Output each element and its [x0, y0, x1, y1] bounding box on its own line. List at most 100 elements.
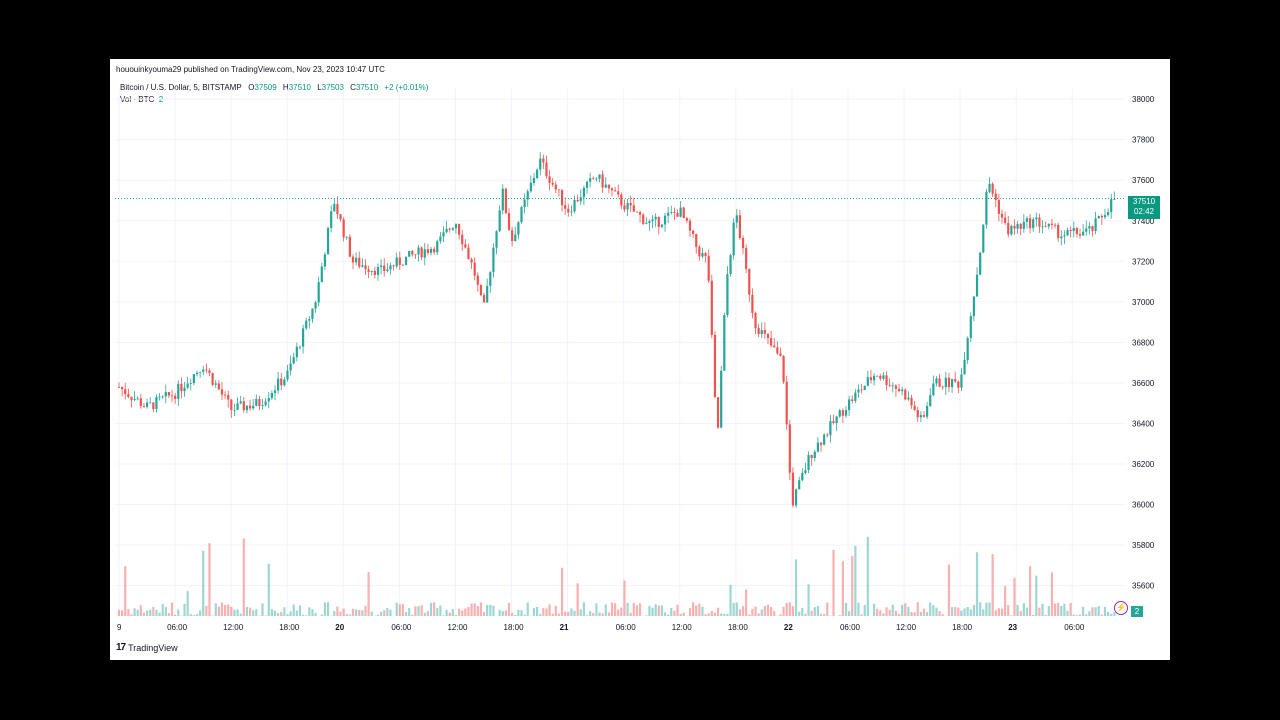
candles	[117, 152, 1116, 508]
volume-bar	[751, 608, 754, 616]
volume-bar	[370, 611, 373, 616]
volume-bar	[189, 613, 192, 616]
y-tick-label: 36200	[1132, 460, 1155, 469]
candle-body	[542, 158, 545, 163]
volume-bar	[929, 602, 932, 616]
volume-bar	[704, 614, 707, 616]
candle-body	[776, 347, 779, 354]
volume-badge: 2	[1131, 606, 1143, 617]
volume-bar	[383, 610, 386, 616]
candle-body	[894, 385, 898, 389]
candle-body	[535, 169, 539, 178]
tradingview-logo[interactable]: 17 TradingView	[116, 642, 178, 653]
volume-bar	[741, 606, 745, 616]
candle-body	[414, 254, 417, 256]
candle-body	[557, 189, 561, 191]
volume-bar	[130, 614, 133, 616]
volume-bar	[314, 612, 317, 616]
volume-bar	[333, 610, 336, 616]
candle-body	[1032, 219, 1035, 229]
candle-body	[688, 220, 692, 231]
volume-bar	[545, 608, 548, 616]
candle-body	[401, 264, 405, 266]
volume-bar	[504, 610, 508, 616]
candle-body	[966, 338, 969, 360]
candle-body	[383, 265, 386, 272]
candle-body	[476, 275, 479, 285]
volume-bar	[1019, 611, 1022, 616]
x-tick-label: 12:00	[672, 623, 693, 632]
candle-body	[841, 410, 844, 416]
volume-bar	[991, 554, 994, 616]
volume-bar	[791, 606, 795, 616]
candle-body	[280, 378, 283, 386]
volume-bar	[145, 610, 149, 616]
volume-bar	[142, 612, 146, 616]
volume-bar	[398, 604, 401, 616]
candle-body	[904, 389, 907, 400]
candle-body	[807, 454, 810, 471]
candle-body	[273, 390, 277, 394]
volume-bar	[926, 612, 929, 616]
candle-body	[695, 233, 698, 247]
candle-body	[239, 401, 242, 404]
candle-body	[601, 174, 604, 188]
candle-body	[663, 215, 667, 225]
candle-body	[794, 489, 798, 506]
candle-body	[217, 383, 220, 390]
candle-body	[305, 320, 308, 329]
candle-body	[726, 274, 729, 315]
volume-bar	[323, 602, 327, 616]
volume-bar	[738, 609, 742, 616]
volume-bar	[214, 603, 217, 616]
volume-bar	[823, 613, 826, 616]
candle-body	[395, 257, 398, 267]
volume-bar	[760, 609, 763, 616]
candle-body	[1041, 226, 1044, 228]
candle-body	[610, 188, 614, 191]
volume-bar	[763, 605, 766, 616]
candle-body	[554, 184, 557, 190]
volume-bar	[626, 602, 629, 616]
candle-body	[910, 397, 913, 406]
tv-mark-icon: 17	[116, 642, 126, 653]
candle-body	[782, 356, 785, 382]
price-chart[interactable]: 35600 35800 36000 36200 36400 36600 36800 37000…	[110, 59, 1170, 639]
volume-bar	[1041, 603, 1044, 616]
volume-bar	[623, 580, 626, 616]
candle-body	[660, 224, 664, 227]
candle-body	[408, 250, 411, 257]
candle-body	[994, 193, 997, 200]
candle-body	[320, 266, 323, 283]
volume-bar	[894, 610, 898, 616]
volume-bar	[938, 611, 941, 616]
volume-bar	[339, 611, 342, 616]
candle-body	[635, 211, 639, 213]
candle-body	[657, 216, 660, 227]
volume-bar	[117, 609, 121, 616]
volume-bar	[199, 610, 202, 616]
candle-body	[1047, 223, 1050, 227]
volume-bar	[651, 607, 654, 616]
volume-bar	[507, 602, 511, 616]
volume-bar	[305, 615, 308, 616]
volume-bar	[819, 613, 823, 616]
candle-body	[236, 403, 239, 410]
volume-bar	[592, 612, 595, 616]
lightning-icon[interactable]: ⚡	[1114, 601, 1128, 615]
volume-bar	[186, 591, 189, 616]
volume-bar	[1016, 605, 1019, 616]
candle-body	[492, 247, 495, 273]
candle-body	[707, 256, 710, 281]
candle-body	[919, 415, 922, 418]
candle-body	[314, 302, 317, 309]
volume-bar	[255, 609, 258, 616]
candle-body	[629, 202, 632, 206]
y-tick-label: 37200	[1132, 257, 1155, 266]
last-price-value: 37510	[1132, 197, 1156, 206]
candle-body	[801, 473, 804, 481]
volume-bar	[888, 609, 891, 616]
volume-bar	[301, 614, 305, 616]
candle-body	[117, 386, 121, 388]
x-tick-label: 23	[1008, 623, 1017, 632]
